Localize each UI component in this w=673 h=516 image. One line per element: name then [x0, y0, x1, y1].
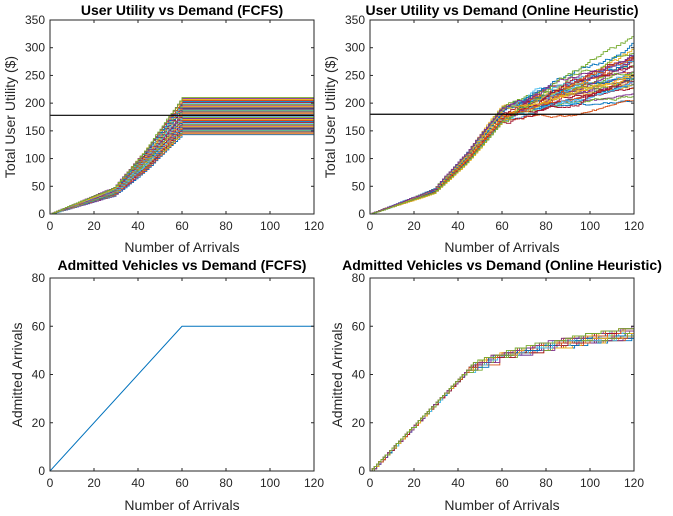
- x-axis-label: Number of Arrivals: [444, 497, 559, 513]
- y-tick-label: 100: [25, 152, 45, 166]
- x-tick-label: 100: [260, 219, 280, 233]
- ticks-layer-2: 0 20 40 60 80 100 120 0 50 100 150 200 250 300 350: [345, 13, 644, 233]
- subplot-title: Admitted Vehicles vs Demand (Online Heur…: [342, 257, 662, 273]
- x-tick-label: 100: [580, 219, 600, 233]
- x-tick-label: 40: [451, 219, 465, 233]
- ticks-layer-3: 0 20 40 60 80 100 120 0 20 40 60 80: [32, 271, 325, 490]
- x-tick-label: 60: [495, 476, 509, 490]
- x-tick-label: 60: [175, 476, 189, 490]
- y-tick-label: 40: [32, 368, 46, 382]
- y-tick-label: 0: [358, 207, 365, 221]
- x-axis-label: Number of Arrivals: [444, 239, 559, 255]
- series-layer-1: [50, 97, 314, 214]
- y-tick-label: 200: [25, 96, 45, 110]
- x-tick-label: 100: [260, 476, 280, 490]
- x-tick-label: 100: [580, 476, 600, 490]
- x-tick-label: 0: [367, 476, 374, 490]
- ticks-layer-4: 0 20 40 60 80 100 120 0 20 40 60 80: [352, 271, 645, 490]
- x-tick-label: 40: [451, 476, 465, 490]
- x-tick-label: 80: [539, 476, 553, 490]
- x-tick-label: 0: [367, 219, 374, 233]
- y-tick-label: 20: [352, 416, 366, 430]
- y-axis-label: Total User Utility ($): [322, 56, 338, 178]
- subplot-title: User Utility vs Demand (Online Heuristic…: [365, 2, 638, 18]
- ticks-layer-1: 0 20 40 60 80 100 120 0 50 100 150 200 250 300 350: [25, 13, 324, 233]
- y-tick-label: 60: [352, 319, 366, 333]
- y-tick-label: 50: [352, 179, 366, 193]
- y-tick-label: 350: [345, 13, 365, 27]
- subplot-title: User Utility vs Demand (FCFS): [81, 2, 283, 18]
- series-line: [370, 36, 634, 214]
- y-tick-label: 0: [358, 464, 365, 478]
- y-tick-label: 0: [38, 207, 45, 221]
- x-tick-label: 20: [87, 476, 101, 490]
- series-layer-4: [370, 325, 634, 471]
- y-tick-label: 50: [32, 179, 46, 193]
- x-tick-label: 80: [539, 219, 553, 233]
- subplot-online-utility: 0 20 40 60 80 100 120 0 50 100 150 200 250 300 350 Use…: [322, 2, 644, 255]
- x-tick-label: 20: [407, 219, 421, 233]
- x-tick-label: 0: [47, 219, 54, 233]
- x-axis-label: Number of Arrivals: [124, 239, 239, 255]
- y-axis-label: Admitted Arrivals: [329, 322, 345, 427]
- subplot-fcfs-admitted: 0 20 40 60 80 100 120 0 20 40 60 80 Admitted Vehicl…: [9, 257, 324, 513]
- x-tick-label: 120: [304, 219, 324, 233]
- x-axis-label: Number of Arrivals: [124, 497, 239, 513]
- subplot-fcfs-utility: 0 20 40 60 80 100 120 0 50 100 150 200 250 300 350 Use…: [2, 2, 324, 255]
- y-tick-label: 300: [345, 41, 365, 55]
- series-line: [370, 328, 634, 471]
- y-tick-label: 0: [38, 464, 45, 478]
- y-tick-label: 60: [32, 319, 46, 333]
- y-tick-label: 40: [352, 368, 366, 382]
- x-tick-label: 0: [47, 476, 54, 490]
- x-tick-label: 20: [87, 219, 101, 233]
- x-tick-label: 80: [219, 219, 233, 233]
- y-tick-label: 100: [345, 152, 365, 166]
- series-line: [50, 325, 314, 471]
- y-axis-label: Admitted Arrivals: [9, 322, 25, 427]
- y-tick-label: 20: [32, 416, 46, 430]
- y-tick-label: 150: [25, 124, 45, 138]
- y-tick-label: 200: [345, 96, 365, 110]
- x-tick-label: 60: [175, 219, 189, 233]
- x-tick-label: 120: [304, 476, 324, 490]
- y-tick-label: 250: [345, 68, 365, 82]
- x-tick-label: 20: [407, 476, 421, 490]
- y-tick-label: 300: [25, 41, 45, 55]
- series-line: [370, 54, 634, 214]
- x-tick-label: 60: [495, 219, 509, 233]
- y-tick-label: 350: [25, 13, 45, 27]
- y-axis-label: Total User Utility ($): [2, 56, 18, 178]
- x-tick-label: 40: [131, 219, 145, 233]
- subplot-online-admitted: 0 20 40 60 80 100 120 0 20 40 60 80 Admitted Vehicl…: [329, 257, 662, 513]
- series-layer-3: [50, 325, 314, 471]
- x-tick-label: 120: [624, 476, 644, 490]
- y-tick-label: 250: [25, 68, 45, 82]
- series-line: [50, 97, 314, 214]
- x-tick-label: 40: [131, 476, 145, 490]
- y-tick-label: 80: [352, 271, 366, 285]
- y-tick-label: 150: [345, 124, 365, 138]
- x-tick-label: 80: [219, 476, 233, 490]
- subplot-title: Admitted Vehicles vs Demand (FCFS): [58, 257, 307, 273]
- x-tick-label: 120: [624, 219, 644, 233]
- y-tick-label: 80: [32, 271, 46, 285]
